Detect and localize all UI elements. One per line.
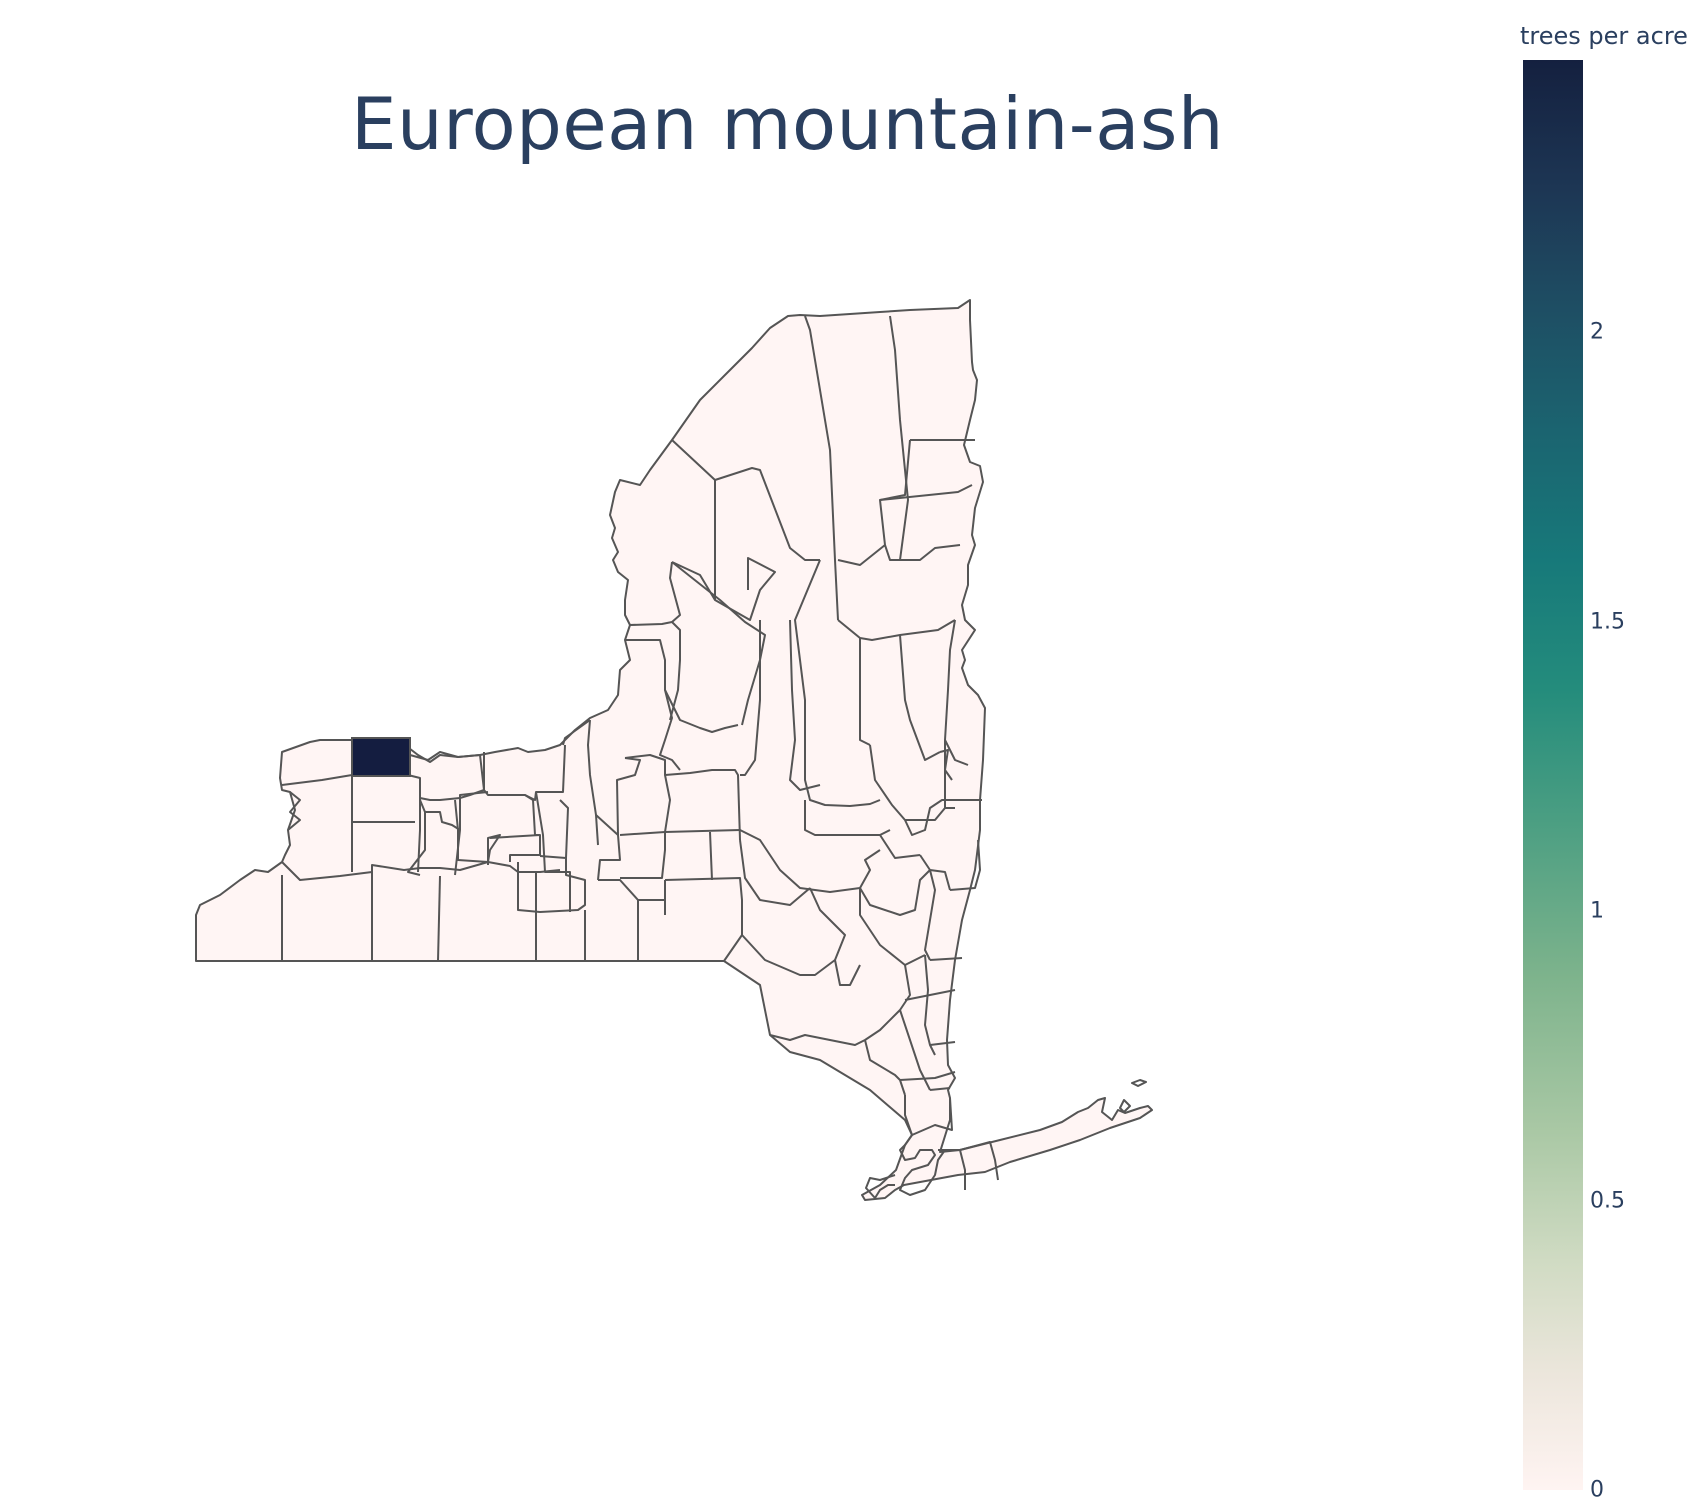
colorbar-tick-3: 1.5 bbox=[1590, 609, 1625, 635]
colorbar-tick-1: 0.5 bbox=[1590, 1188, 1625, 1214]
colorbar bbox=[1523, 60, 1583, 1490]
map-title: European mountain-ash bbox=[350, 82, 1225, 166]
county-orleans bbox=[351, 737, 411, 777]
colorbar-tick-0: 0 bbox=[1590, 1477, 1604, 1503]
island bbox=[1131, 1079, 1147, 1087]
county-boundaries bbox=[281, 315, 999, 1199]
state-outline bbox=[195, 299, 1153, 1201]
colorbar-tick-2: 1 bbox=[1590, 898, 1604, 924]
colorbar-title: trees per acre bbox=[1520, 22, 1688, 50]
island bbox=[1119, 1099, 1131, 1113]
colorbar-tick-4: 2 bbox=[1590, 319, 1604, 345]
